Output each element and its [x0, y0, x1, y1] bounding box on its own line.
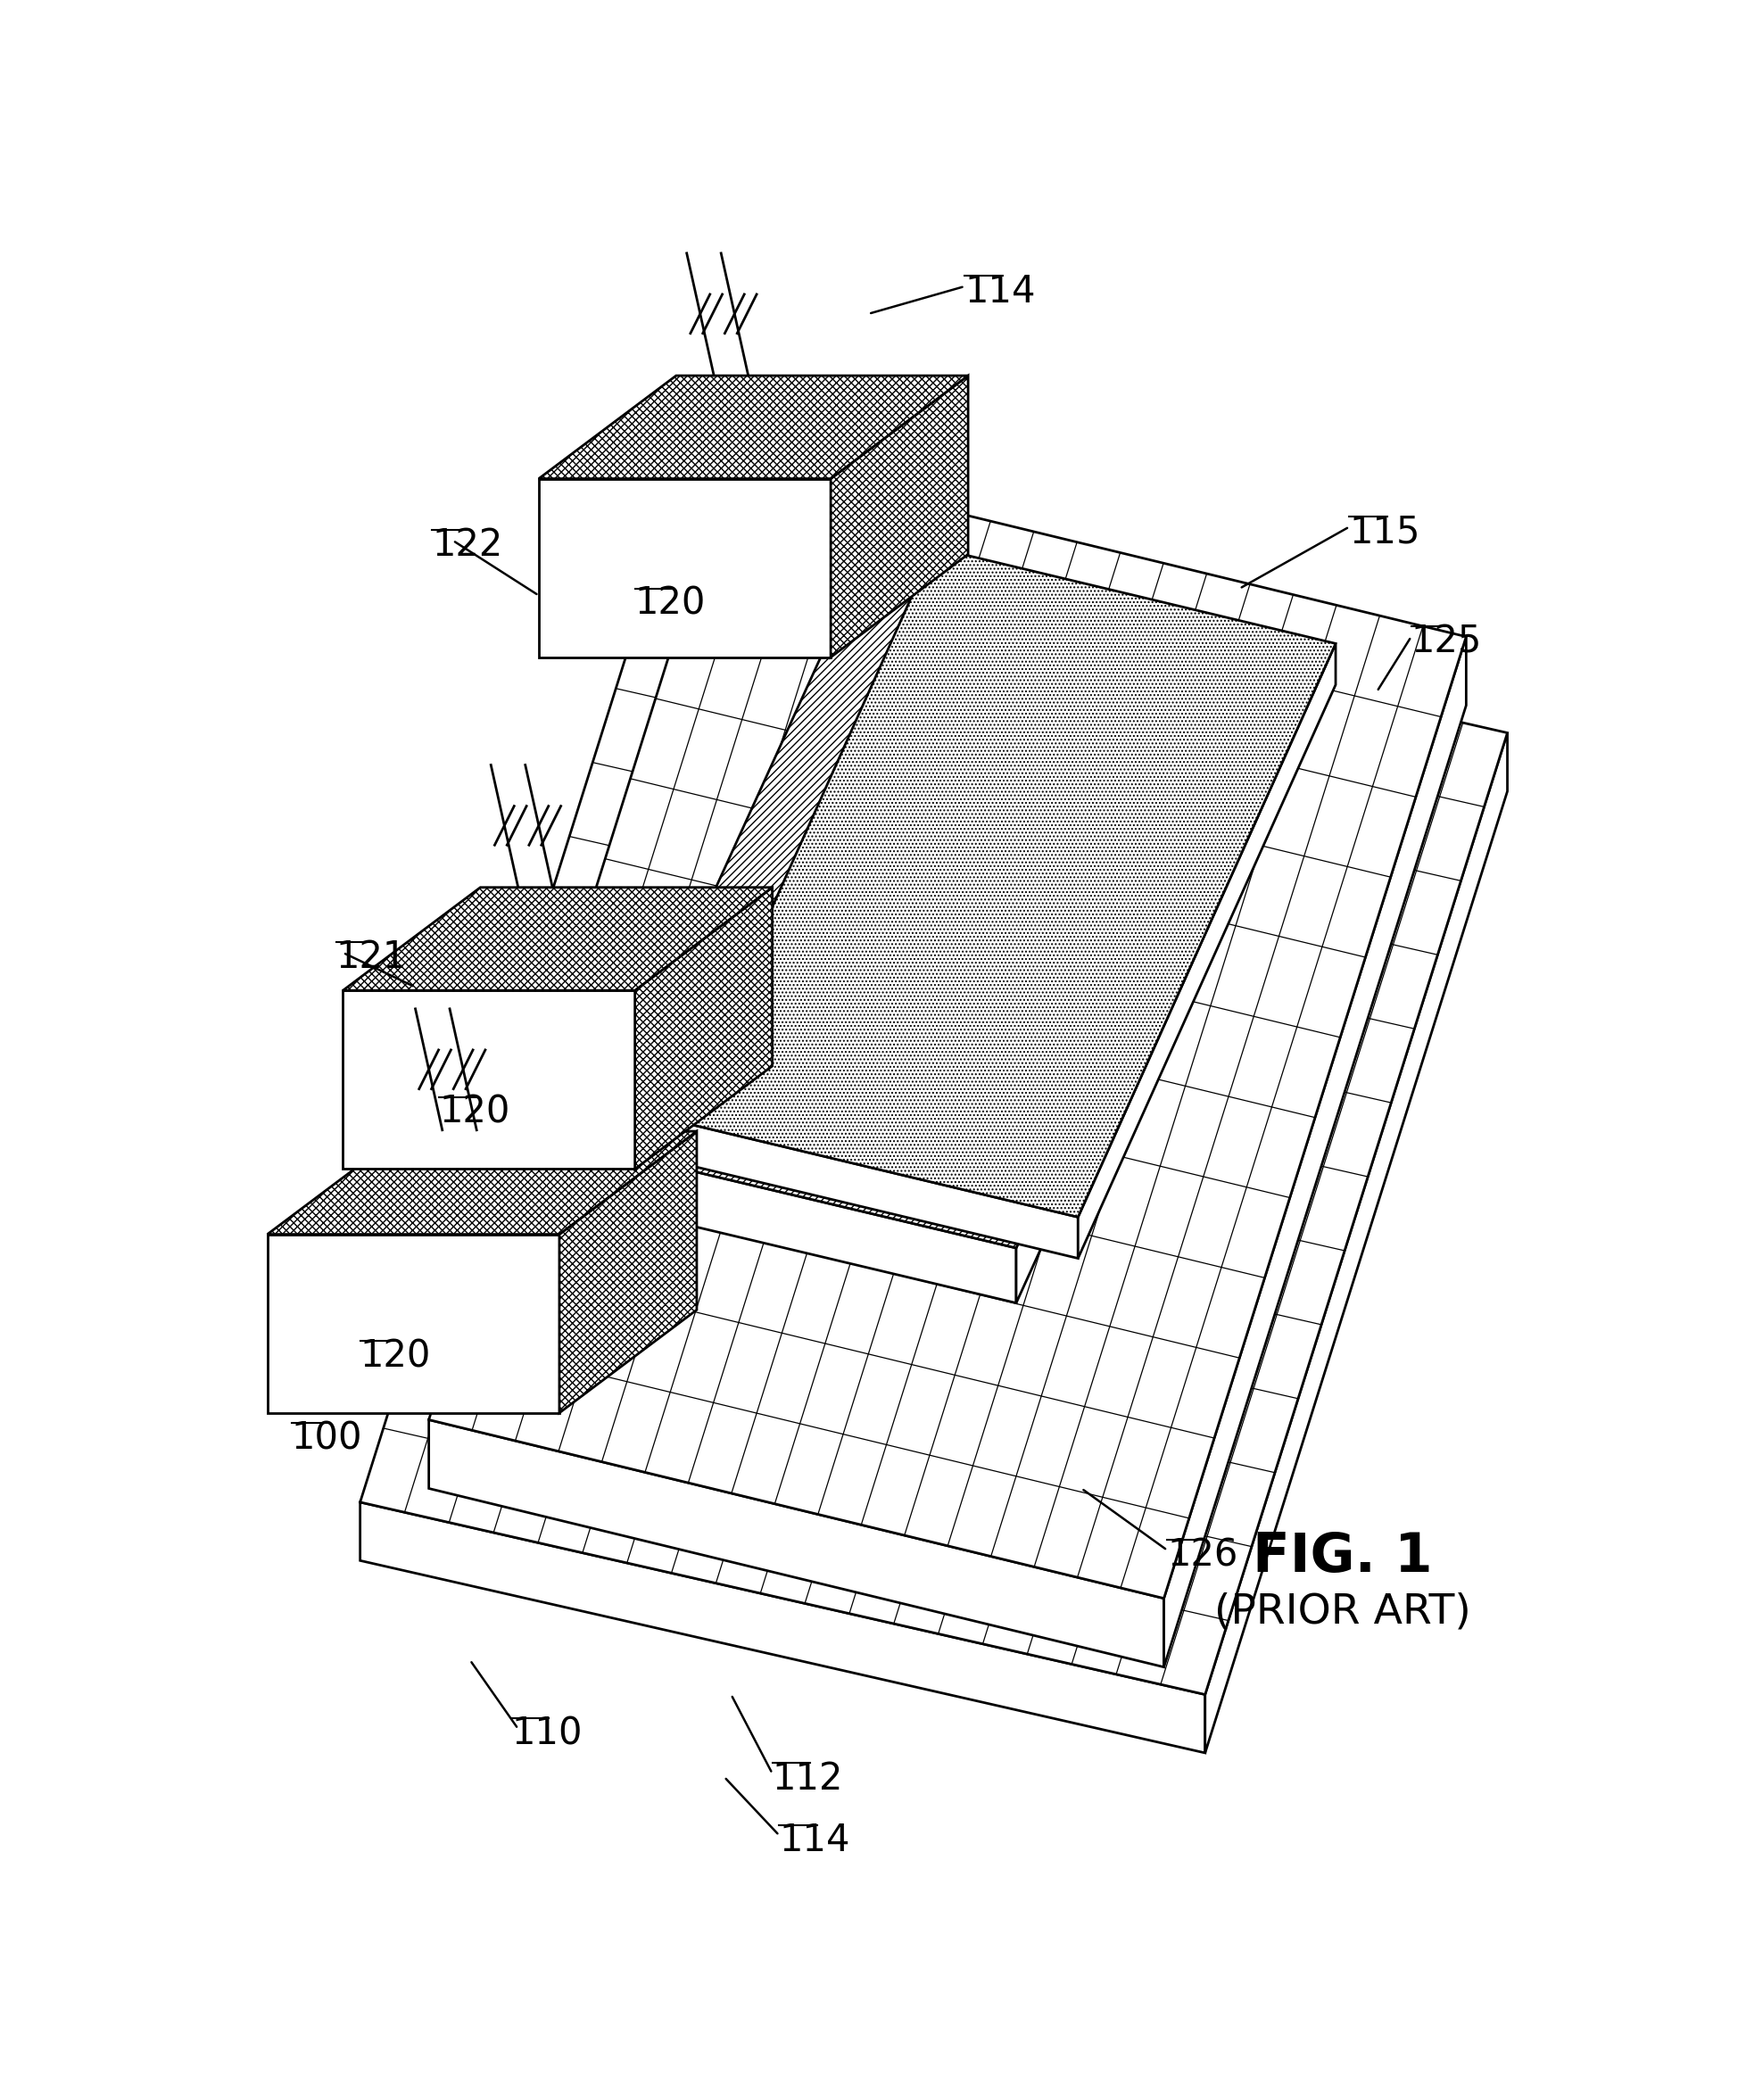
Polygon shape	[559, 1132, 697, 1413]
Polygon shape	[342, 991, 634, 1170]
Polygon shape	[538, 479, 831, 657]
Text: 126: 126	[1166, 1537, 1238, 1575]
Text: 114: 114	[964, 273, 1035, 311]
Text: 120: 120	[438, 1094, 510, 1132]
Text: FIG. 1: FIG. 1	[1252, 1531, 1432, 1583]
Polygon shape	[360, 1502, 1205, 1754]
Text: 114: 114	[779, 1821, 850, 1858]
Text: 100: 100	[292, 1420, 361, 1457]
Polygon shape	[428, 458, 1465, 1598]
Polygon shape	[597, 538, 1294, 1247]
Polygon shape	[597, 1149, 1016, 1302]
Polygon shape	[342, 888, 772, 991]
Text: 121: 121	[335, 939, 407, 977]
Polygon shape	[1016, 636, 1294, 1302]
Polygon shape	[676, 548, 1336, 1218]
Text: 122: 122	[431, 527, 503, 565]
Polygon shape	[428, 1420, 1163, 1667]
Polygon shape	[267, 1132, 697, 1235]
Polygon shape	[634, 888, 772, 1170]
Text: (PRIOR ART): (PRIOR ART)	[1213, 1592, 1470, 1632]
Text: 125: 125	[1411, 624, 1481, 659]
Text: 115: 115	[1348, 512, 1419, 550]
Text: 120: 120	[360, 1338, 431, 1376]
Polygon shape	[831, 376, 967, 657]
Text: 120: 120	[634, 586, 705, 622]
Polygon shape	[267, 1235, 559, 1413]
Polygon shape	[538, 376, 967, 479]
Text: 112: 112	[772, 1760, 843, 1798]
Polygon shape	[360, 540, 1507, 1695]
Polygon shape	[1163, 636, 1465, 1667]
Text: 110: 110	[512, 1716, 581, 1754]
Polygon shape	[676, 1121, 1077, 1258]
Polygon shape	[1077, 643, 1336, 1258]
Polygon shape	[1205, 733, 1507, 1753]
